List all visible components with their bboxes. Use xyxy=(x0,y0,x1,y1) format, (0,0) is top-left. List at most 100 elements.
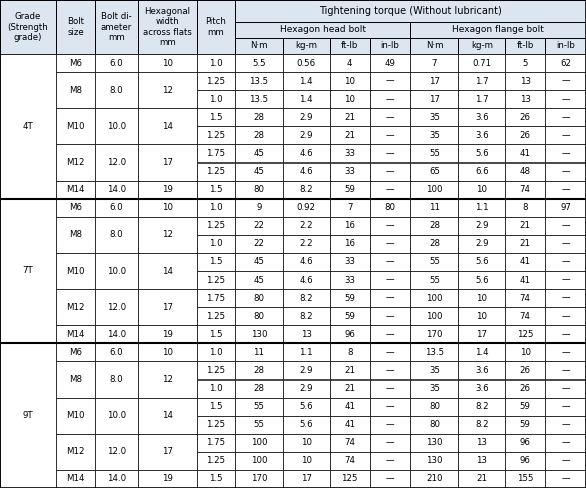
Text: —: — xyxy=(561,131,570,140)
Bar xyxy=(505,325,545,344)
Text: 13.5: 13.5 xyxy=(249,95,268,104)
Bar xyxy=(283,54,330,72)
Bar xyxy=(410,434,458,452)
Bar xyxy=(283,217,330,235)
Text: M6: M6 xyxy=(69,203,82,212)
Text: Hexagon head bolt: Hexagon head bolt xyxy=(280,25,366,35)
Text: 170: 170 xyxy=(426,330,442,339)
Text: 8: 8 xyxy=(523,203,528,212)
Bar xyxy=(95,325,138,344)
Bar xyxy=(370,199,410,217)
Bar xyxy=(283,144,330,163)
Text: 11: 11 xyxy=(253,348,264,357)
Text: 11: 11 xyxy=(429,203,440,212)
Text: 10: 10 xyxy=(301,438,312,447)
Text: —: — xyxy=(561,240,570,248)
Text: 210: 210 xyxy=(426,474,442,484)
Text: 5.6: 5.6 xyxy=(475,276,489,285)
Bar xyxy=(235,163,283,181)
Text: 10: 10 xyxy=(162,348,173,357)
Text: M6: M6 xyxy=(69,348,82,357)
Bar xyxy=(235,217,283,235)
Bar xyxy=(505,470,545,488)
Text: in-lb: in-lb xyxy=(380,41,400,50)
Text: —: — xyxy=(561,384,570,393)
Text: —: — xyxy=(386,131,394,140)
Bar xyxy=(505,271,545,289)
Bar xyxy=(56,325,95,344)
Bar xyxy=(458,325,505,344)
Bar xyxy=(330,72,370,90)
Bar xyxy=(410,362,458,380)
Text: 28: 28 xyxy=(253,384,264,393)
Bar xyxy=(95,434,138,470)
Bar xyxy=(458,398,505,416)
Text: 8.2: 8.2 xyxy=(475,420,489,429)
Text: 10: 10 xyxy=(344,95,355,104)
Text: 1.75: 1.75 xyxy=(206,294,226,303)
Bar xyxy=(410,22,586,38)
Bar xyxy=(458,452,505,470)
Text: 35: 35 xyxy=(429,384,440,393)
Bar xyxy=(505,108,545,126)
Text: 100: 100 xyxy=(251,438,267,447)
Bar xyxy=(545,289,586,307)
Bar xyxy=(138,0,197,54)
Bar xyxy=(56,362,95,398)
Bar xyxy=(410,199,458,217)
Text: —: — xyxy=(386,276,394,285)
Text: 10.0: 10.0 xyxy=(107,266,126,276)
Text: in-lb: in-lb xyxy=(556,41,575,50)
Bar xyxy=(458,90,505,108)
Bar xyxy=(410,54,458,72)
Text: 45: 45 xyxy=(253,258,264,266)
Bar xyxy=(410,398,458,416)
Text: 1.5: 1.5 xyxy=(209,113,223,122)
Bar xyxy=(95,289,138,325)
Text: 6.0: 6.0 xyxy=(110,59,123,67)
Bar xyxy=(330,199,370,217)
Text: Hexagonal
width
across flats
mm: Hexagonal width across flats mm xyxy=(143,7,192,47)
Text: 26: 26 xyxy=(520,384,531,393)
Bar xyxy=(235,126,283,144)
Text: 130: 130 xyxy=(251,330,267,339)
Text: M12: M12 xyxy=(66,158,85,167)
Text: 8: 8 xyxy=(347,348,352,357)
Bar xyxy=(235,380,283,398)
Text: 10: 10 xyxy=(520,348,531,357)
Text: 155: 155 xyxy=(517,474,533,484)
Text: 2.9: 2.9 xyxy=(475,240,489,248)
Text: 55: 55 xyxy=(429,276,440,285)
Bar xyxy=(410,470,458,488)
Text: 5.6: 5.6 xyxy=(299,420,313,429)
Bar xyxy=(235,470,283,488)
Text: 28: 28 xyxy=(253,366,264,375)
Text: —: — xyxy=(561,366,570,375)
Text: 17: 17 xyxy=(162,447,173,456)
Text: 14: 14 xyxy=(162,411,173,420)
Text: 13: 13 xyxy=(301,330,312,339)
Text: 7: 7 xyxy=(347,203,352,212)
Bar xyxy=(458,144,505,163)
Bar xyxy=(283,199,330,217)
Bar xyxy=(197,434,235,452)
Text: 22: 22 xyxy=(253,240,264,248)
Bar xyxy=(56,434,95,470)
Bar xyxy=(545,38,586,54)
Text: 100: 100 xyxy=(426,312,442,321)
Text: —: — xyxy=(561,95,570,104)
Bar xyxy=(197,54,235,72)
Text: M8: M8 xyxy=(69,86,82,95)
Bar xyxy=(505,90,545,108)
Text: 59: 59 xyxy=(344,185,355,194)
Text: Bolt di-
ameter
mm: Bolt di- ameter mm xyxy=(101,12,132,42)
Bar xyxy=(330,362,370,380)
Bar xyxy=(197,470,235,488)
Bar xyxy=(330,253,370,271)
Text: 13: 13 xyxy=(520,95,531,104)
Bar xyxy=(458,434,505,452)
Bar xyxy=(138,434,197,470)
Text: 10: 10 xyxy=(162,203,173,212)
Bar xyxy=(545,72,586,90)
Bar xyxy=(138,144,197,181)
